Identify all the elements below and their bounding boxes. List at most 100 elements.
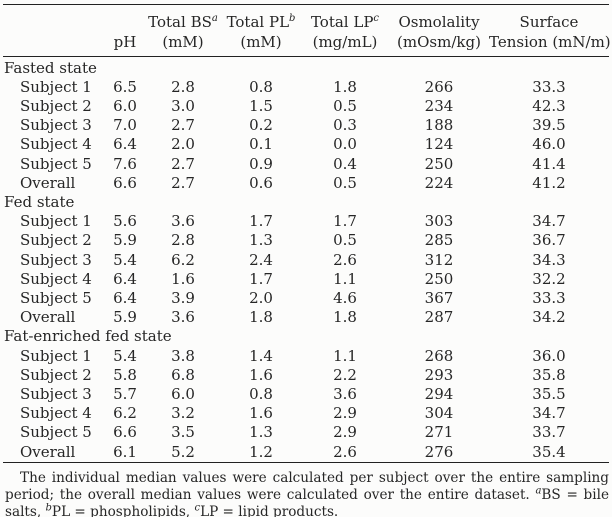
value-cell: 0.5	[333, 231, 357, 250]
row-label: Subject 2	[20, 97, 92, 115]
header-osmolality: Osmolality (mOsm/kg)	[389, 4, 489, 57]
value-cell: 5.7	[113, 385, 137, 404]
value-cell: 1.3	[249, 423, 273, 442]
value-cell: 1.6	[249, 365, 273, 384]
value-cell: 0.5	[333, 97, 357, 115]
value-cell: 1.1	[333, 346, 357, 365]
value-cell: 287	[424, 308, 454, 327]
value-cell: 276	[424, 442, 454, 461]
value-cell: 1.7	[333, 212, 357, 231]
table-row: Subject 4 6.2 3.2 1.6 2.9 304 34.7	[3, 404, 609, 423]
value-cell: 268	[424, 346, 454, 365]
value-cell: 188	[424, 116, 454, 135]
value-cell: 41.4	[532, 154, 566, 173]
value-cell: 124	[424, 135, 454, 154]
value-cell: 2.6	[333, 442, 357, 461]
table-row: Overall 6.1 5.2 1.2 2.6 276 35.4	[3, 443, 609, 463]
section-label: Fed state	[4, 193, 75, 212]
value-cell: 294	[424, 385, 454, 404]
value-cell: 1.4	[249, 346, 273, 365]
value-cell: 34.7	[532, 404, 566, 423]
footnote-main-text: The individual median values were calcul…	[5, 469, 609, 503]
table-row: Overall 6.6 2.7 0.6 0.5 224 41.2	[3, 174, 609, 193]
value-cell: 0.4	[333, 154, 357, 173]
value-cell: 271	[424, 423, 454, 442]
value-cell: 2.6	[333, 250, 357, 269]
row-label: Subject 1	[20, 77, 92, 96]
value-cell: 234	[424, 97, 454, 115]
table-row: Overall 5.9 3.6 1.8 1.8 287 34.2	[3, 308, 609, 327]
value-cell: 5.9	[113, 308, 137, 327]
value-cell: 3.6	[171, 308, 195, 327]
table-row: Subject 4 6.4 1.6 1.7 1.1 250 32.2	[3, 270, 609, 289]
value-cell: 34.2	[532, 308, 566, 327]
value-cell: 0.8	[249, 385, 273, 404]
value-cell: 6.0	[171, 385, 195, 404]
value-cell: 6.8	[171, 365, 195, 384]
value-cell: 312	[424, 250, 454, 269]
value-cell: 2.0	[249, 289, 273, 308]
value-cell: 224	[424, 173, 454, 192]
value-cell: 3.2	[171, 404, 195, 423]
value-cell: 39.5	[532, 116, 566, 135]
value-cell: 1.8	[249, 308, 273, 327]
footnote-marker-a: a	[211, 13, 218, 24]
value-cell: 6.4	[113, 135, 137, 154]
value-cell: 250	[424, 269, 454, 288]
value-cell: 3.6	[333, 385, 357, 404]
value-cell: 1.8	[333, 308, 357, 327]
value-cell: 32.2	[532, 269, 566, 288]
table-row: Subject 3 5.4 6.2 2.4 2.6 312 34.3	[3, 251, 609, 270]
table-row: Subject 1 5.6 3.6 1.7 1.7 303 34.7	[3, 212, 609, 231]
value-cell: 2.8	[171, 231, 195, 250]
section-row: Fasted state	[3, 56, 609, 78]
value-cell: 266	[424, 77, 454, 96]
value-cell: 5.8	[113, 365, 137, 384]
row-label: Subject 5	[20, 423, 92, 442]
value-cell: 2.2	[333, 365, 357, 384]
value-cell: 5.2	[171, 442, 195, 461]
value-cell: 36.0	[532, 346, 566, 365]
footnote-marker-b: b	[289, 13, 296, 24]
value-cell: 5.4	[113, 346, 137, 365]
value-cell: 6.2	[113, 404, 137, 423]
table-row: Subject 5 7.6 2.7 0.9 0.4 250 41.4	[3, 155, 609, 174]
table-row: Subject 5 6.4 3.9 2.0 4.6 367 33.3	[3, 289, 609, 308]
value-cell: 6.5	[113, 77, 137, 96]
value-cell: 250	[424, 154, 454, 173]
section-label: Fat-enriched fed state	[4, 327, 172, 346]
value-cell: 35.4	[532, 442, 566, 461]
value-cell: 5.6	[113, 212, 137, 231]
value-cell: 1.1	[333, 269, 357, 288]
value-cell: 6.4	[113, 269, 137, 288]
value-cell: 33.3	[532, 77, 566, 96]
row-label: Overall	[20, 173, 76, 192]
table-header: pH Total BSa (mM) Total PLb (mM) Total L…	[3, 4, 611, 57]
section-label: Fasted state	[4, 58, 97, 77]
value-cell: 304	[424, 404, 454, 423]
value-cell: 0.6	[249, 173, 273, 192]
value-cell: 5.9	[113, 231, 137, 250]
value-cell: 303	[424, 212, 454, 231]
row-label: Subject 3	[20, 116, 92, 135]
header-surface-tension: Surface Tension (mN/m)	[489, 4, 611, 57]
value-cell: 1.7	[249, 269, 273, 288]
value-cell: 46.0	[532, 135, 566, 154]
header-ph: pH	[105, 4, 145, 57]
value-cell: 6.4	[113, 289, 137, 308]
value-cell: 293	[424, 365, 454, 384]
value-cell: 1.3	[249, 231, 273, 250]
row-label: Subject 3	[20, 250, 92, 269]
table-row: Subject 2 5.8 6.8 1.6 2.2 293 35.8	[3, 366, 609, 385]
table-row: Subject 1 5.4 3.8 1.4 1.1 268 36.0	[3, 347, 609, 366]
biorelevant-media-table: pH Total BSa (mM) Total PLb (mM) Total L…	[3, 4, 611, 463]
header-total-bs: Total BSa (mM)	[145, 4, 221, 57]
value-cell: 35.8	[532, 365, 566, 384]
row-label: Subject 4	[20, 404, 92, 423]
value-cell: 0.8	[249, 77, 273, 96]
row-label: Overall	[20, 308, 76, 327]
value-cell: 3.9	[171, 289, 195, 308]
value-cell: 6.2	[171, 250, 195, 269]
value-cell: 2.9	[333, 423, 357, 442]
